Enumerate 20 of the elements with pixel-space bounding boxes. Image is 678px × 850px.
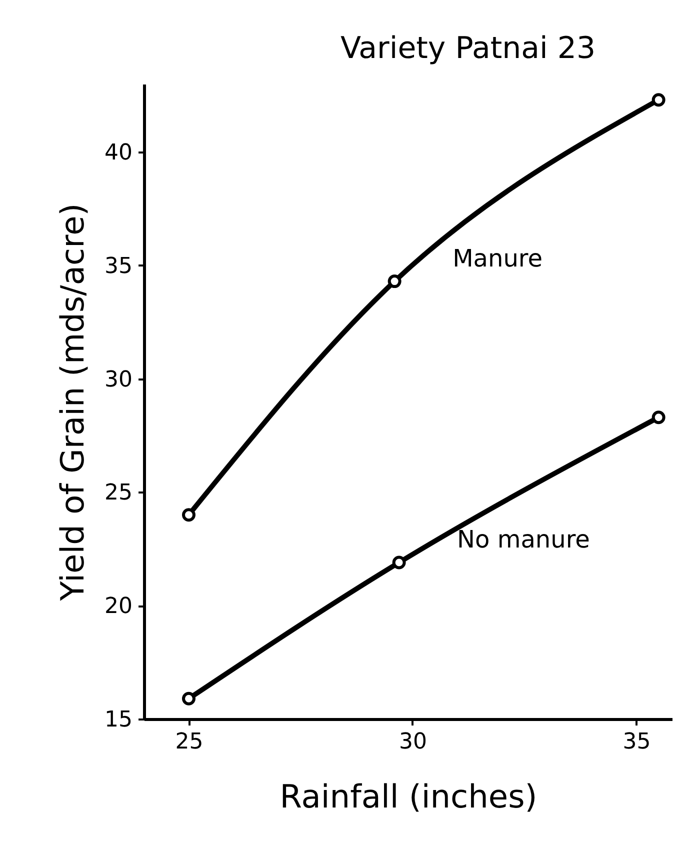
x-tick-label: 25 — [175, 730, 204, 754]
x-tick-label: 35 — [622, 730, 651, 754]
y-tick-label: 40 — [104, 140, 132, 166]
point — [392, 556, 406, 570]
y-tick-label: 30 — [104, 367, 132, 392]
series-label: No manure — [457, 526, 590, 554]
y-tick-label: 15 — [104, 708, 132, 732]
point — [182, 508, 196, 522]
y-tick-label: 20 — [104, 594, 132, 620]
x-axis-title: Rainfall (inches) — [280, 778, 538, 816]
series-label: Manure — [452, 244, 543, 272]
y-tick-label: 25 — [104, 480, 132, 506]
point — [652, 93, 666, 107]
chart-title: Variety Patnai 23 — [340, 31, 596, 66]
y-tick-label: 35 — [104, 254, 132, 279]
point — [388, 274, 402, 288]
point — [652, 410, 666, 424]
point — [182, 692, 196, 706]
y-axis-title: Yield of Grain (mds/acre) — [54, 203, 92, 602]
x-tick-label: 30 — [398, 730, 427, 754]
